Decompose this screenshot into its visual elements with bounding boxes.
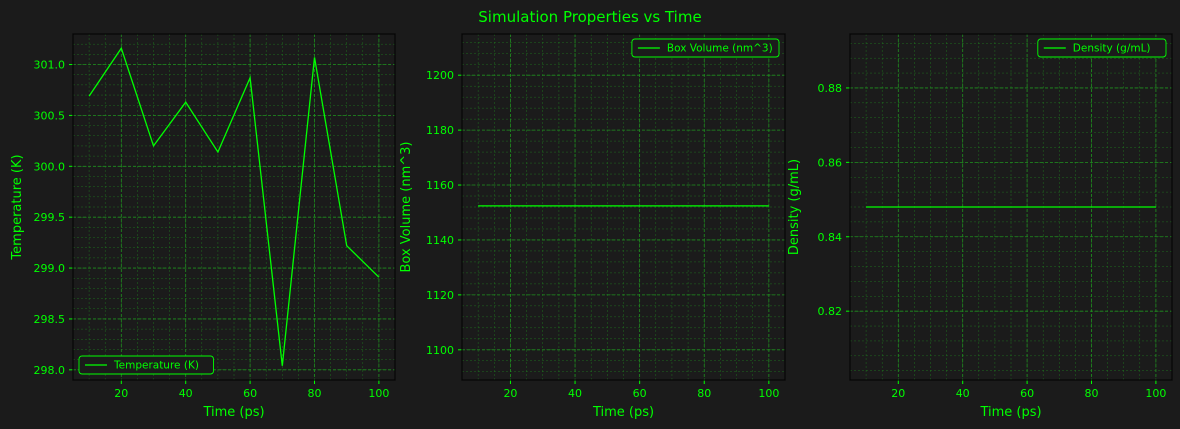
- y-tick-label: 1140: [426, 234, 454, 247]
- x-axis-label: Time (ps): [202, 405, 264, 420]
- x-tick-label: 60: [1020, 387, 1034, 400]
- y-tick-label: 0.84: [818, 231, 843, 244]
- x-axis-label: Time (ps): [592, 405, 654, 420]
- y-tick-label: 301.0: [34, 59, 66, 72]
- x-tick-label: 100: [368, 387, 389, 400]
- x-tick-label: 80: [697, 387, 711, 400]
- y-tick-label: 300.5: [34, 109, 66, 122]
- y-tick-label: 0.88: [818, 82, 843, 95]
- x-tick-label: 80: [1085, 387, 1099, 400]
- y-tick-label: 1180: [426, 124, 454, 137]
- y-axis-label: Density (g/mL): [787, 159, 802, 255]
- legend-box: [631, 38, 780, 58]
- plot-frame: [72, 33, 396, 381]
- y-axis-label: Box Volume (nm^3): [399, 142, 414, 273]
- y-tick-label: 1100: [426, 344, 454, 357]
- y-tick-label: 1120: [426, 289, 454, 302]
- y-tick-label: 0.82: [818, 305, 843, 318]
- legend: Box Volume (nm^3): [631, 38, 780, 58]
- x-axis-label: Time (ps): [979, 405, 1041, 420]
- y-tick-label: 299.5: [34, 211, 66, 224]
- x-tick-label: 20: [114, 387, 128, 400]
- x-tick-label: 100: [1145, 387, 1166, 400]
- legend-box: [1037, 38, 1167, 58]
- y-tick-label: 299.0: [34, 262, 66, 275]
- legend-label: Box Volume (nm^3): [667, 43, 773, 55]
- chart-panel-3: 20 40 60 80 100 0.82 0.84 0.86 0.88 Time (ps) Dens…: [787, 33, 1173, 420]
- y-tick-label: 0.86: [818, 156, 843, 169]
- x-tick-label: 80: [308, 387, 322, 400]
- x-tick-label: 40: [179, 387, 193, 400]
- y-axis-label: Temperature (K): [10, 154, 25, 260]
- y-tick-label: 1160: [426, 179, 454, 192]
- series-line: [88, 46, 380, 366]
- x-tick-label: 100: [758, 387, 779, 400]
- chart-panel-2: 20 40 60 80 100 1100 1120 1140 1160 1180 1200 Time …: [399, 33, 786, 420]
- x-tick-label: 40: [568, 387, 582, 400]
- y-tick-label: 298.0: [34, 364, 66, 377]
- chart-panel-1: 20 40 60 80 100 298.0 298.5 299.0 299.5 300.0 300.…: [10, 33, 396, 420]
- legend-label: Density (g/mL): [1073, 43, 1151, 55]
- x-tick-label: 20: [503, 387, 517, 400]
- figure-title: Simulation Properties vs Time: [478, 8, 701, 26]
- plot-frame: [849, 33, 1173, 381]
- y-tick-label: 300.0: [34, 160, 66, 173]
- x-tick-label: 60: [633, 387, 647, 400]
- legend-label: Temperature (K): [113, 360, 199, 372]
- x-tick-label: 60: [243, 387, 257, 400]
- y-tick-label: 298.5: [34, 313, 66, 326]
- plot-frame: [461, 33, 786, 381]
- legend: Temperature (K): [78, 355, 214, 375]
- x-tick-label: 40: [956, 387, 970, 400]
- legend-box: [78, 355, 214, 375]
- y-tick-label: 1200: [426, 69, 454, 82]
- legend: Density (g/mL): [1037, 38, 1167, 58]
- x-tick-label: 20: [891, 387, 905, 400]
